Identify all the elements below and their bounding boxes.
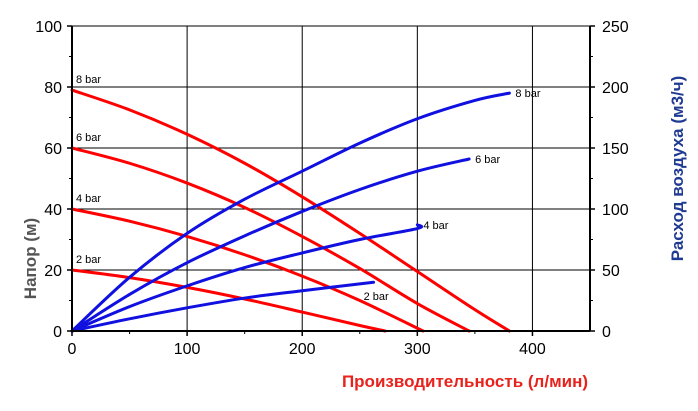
y-left-tick-label: 0	[53, 324, 62, 341]
x-tick-label: 100	[174, 341, 201, 358]
x-axis-title: Производительность (л/мин)	[342, 372, 588, 391]
y-left-tick-label: 100	[35, 19, 62, 36]
head-curve-label: 2 bar	[76, 254, 101, 266]
y-right-tick-label: 50	[602, 263, 620, 280]
head-curve-label: 4 bar	[76, 193, 101, 205]
x-tick-label: 400	[519, 341, 546, 358]
axes: 0 100 200 300 400 0 20 40 60 80 100 0 50 100 150 200 250	[35, 19, 629, 358]
head-curve-6-bar	[70, 146, 471, 333]
x-tick-label: 300	[404, 341, 431, 358]
head-curve-8-bar	[70, 88, 511, 333]
y-left-tick-label: 80	[44, 80, 62, 97]
air-curve-8-bar	[70, 91, 511, 333]
y-right-tick-label: 250	[602, 19, 629, 36]
y-right-tick-label: 100	[602, 202, 629, 219]
y-left-tick-label: 40	[44, 202, 62, 219]
x-tick-label: 200	[289, 341, 316, 358]
labels: 8 bar 6 bar 4 bar 2 bar 8 bar 6 bar 4 bar 2 bar…	[21, 74, 687, 391]
y-right-tick-label: 200	[602, 80, 629, 97]
y-axis-left-title: Напор (м)	[21, 218, 40, 299]
grid	[72, 25, 590, 331]
head-curve-4-bar	[70, 207, 425, 333]
air-curve-label: 6 bar	[475, 154, 500, 166]
y-axis-right-title: Расход воздуха (м3/ч)	[668, 76, 687, 262]
y-right-tick-label: 0	[602, 324, 611, 341]
air-curve-2-bar	[70, 280, 376, 333]
air-curve-label: 4 bar	[423, 220, 448, 232]
y-left-tick-label: 60	[44, 141, 62, 158]
series	[70, 88, 511, 333]
y-left-tick-label: 20	[44, 263, 62, 280]
head-curve-label: 6 bar	[76, 132, 101, 144]
y-right-tick-label: 150	[602, 141, 629, 158]
air-curve-4-bar	[70, 223, 424, 333]
air-curve-6-bar	[70, 157, 471, 333]
head-curve-label: 8 bar	[76, 74, 101, 86]
x-tick-label: 0	[68, 341, 77, 358]
air-curve-label: 8 bar	[515, 88, 540, 100]
air-curve-label: 2 bar	[364, 291, 389, 303]
